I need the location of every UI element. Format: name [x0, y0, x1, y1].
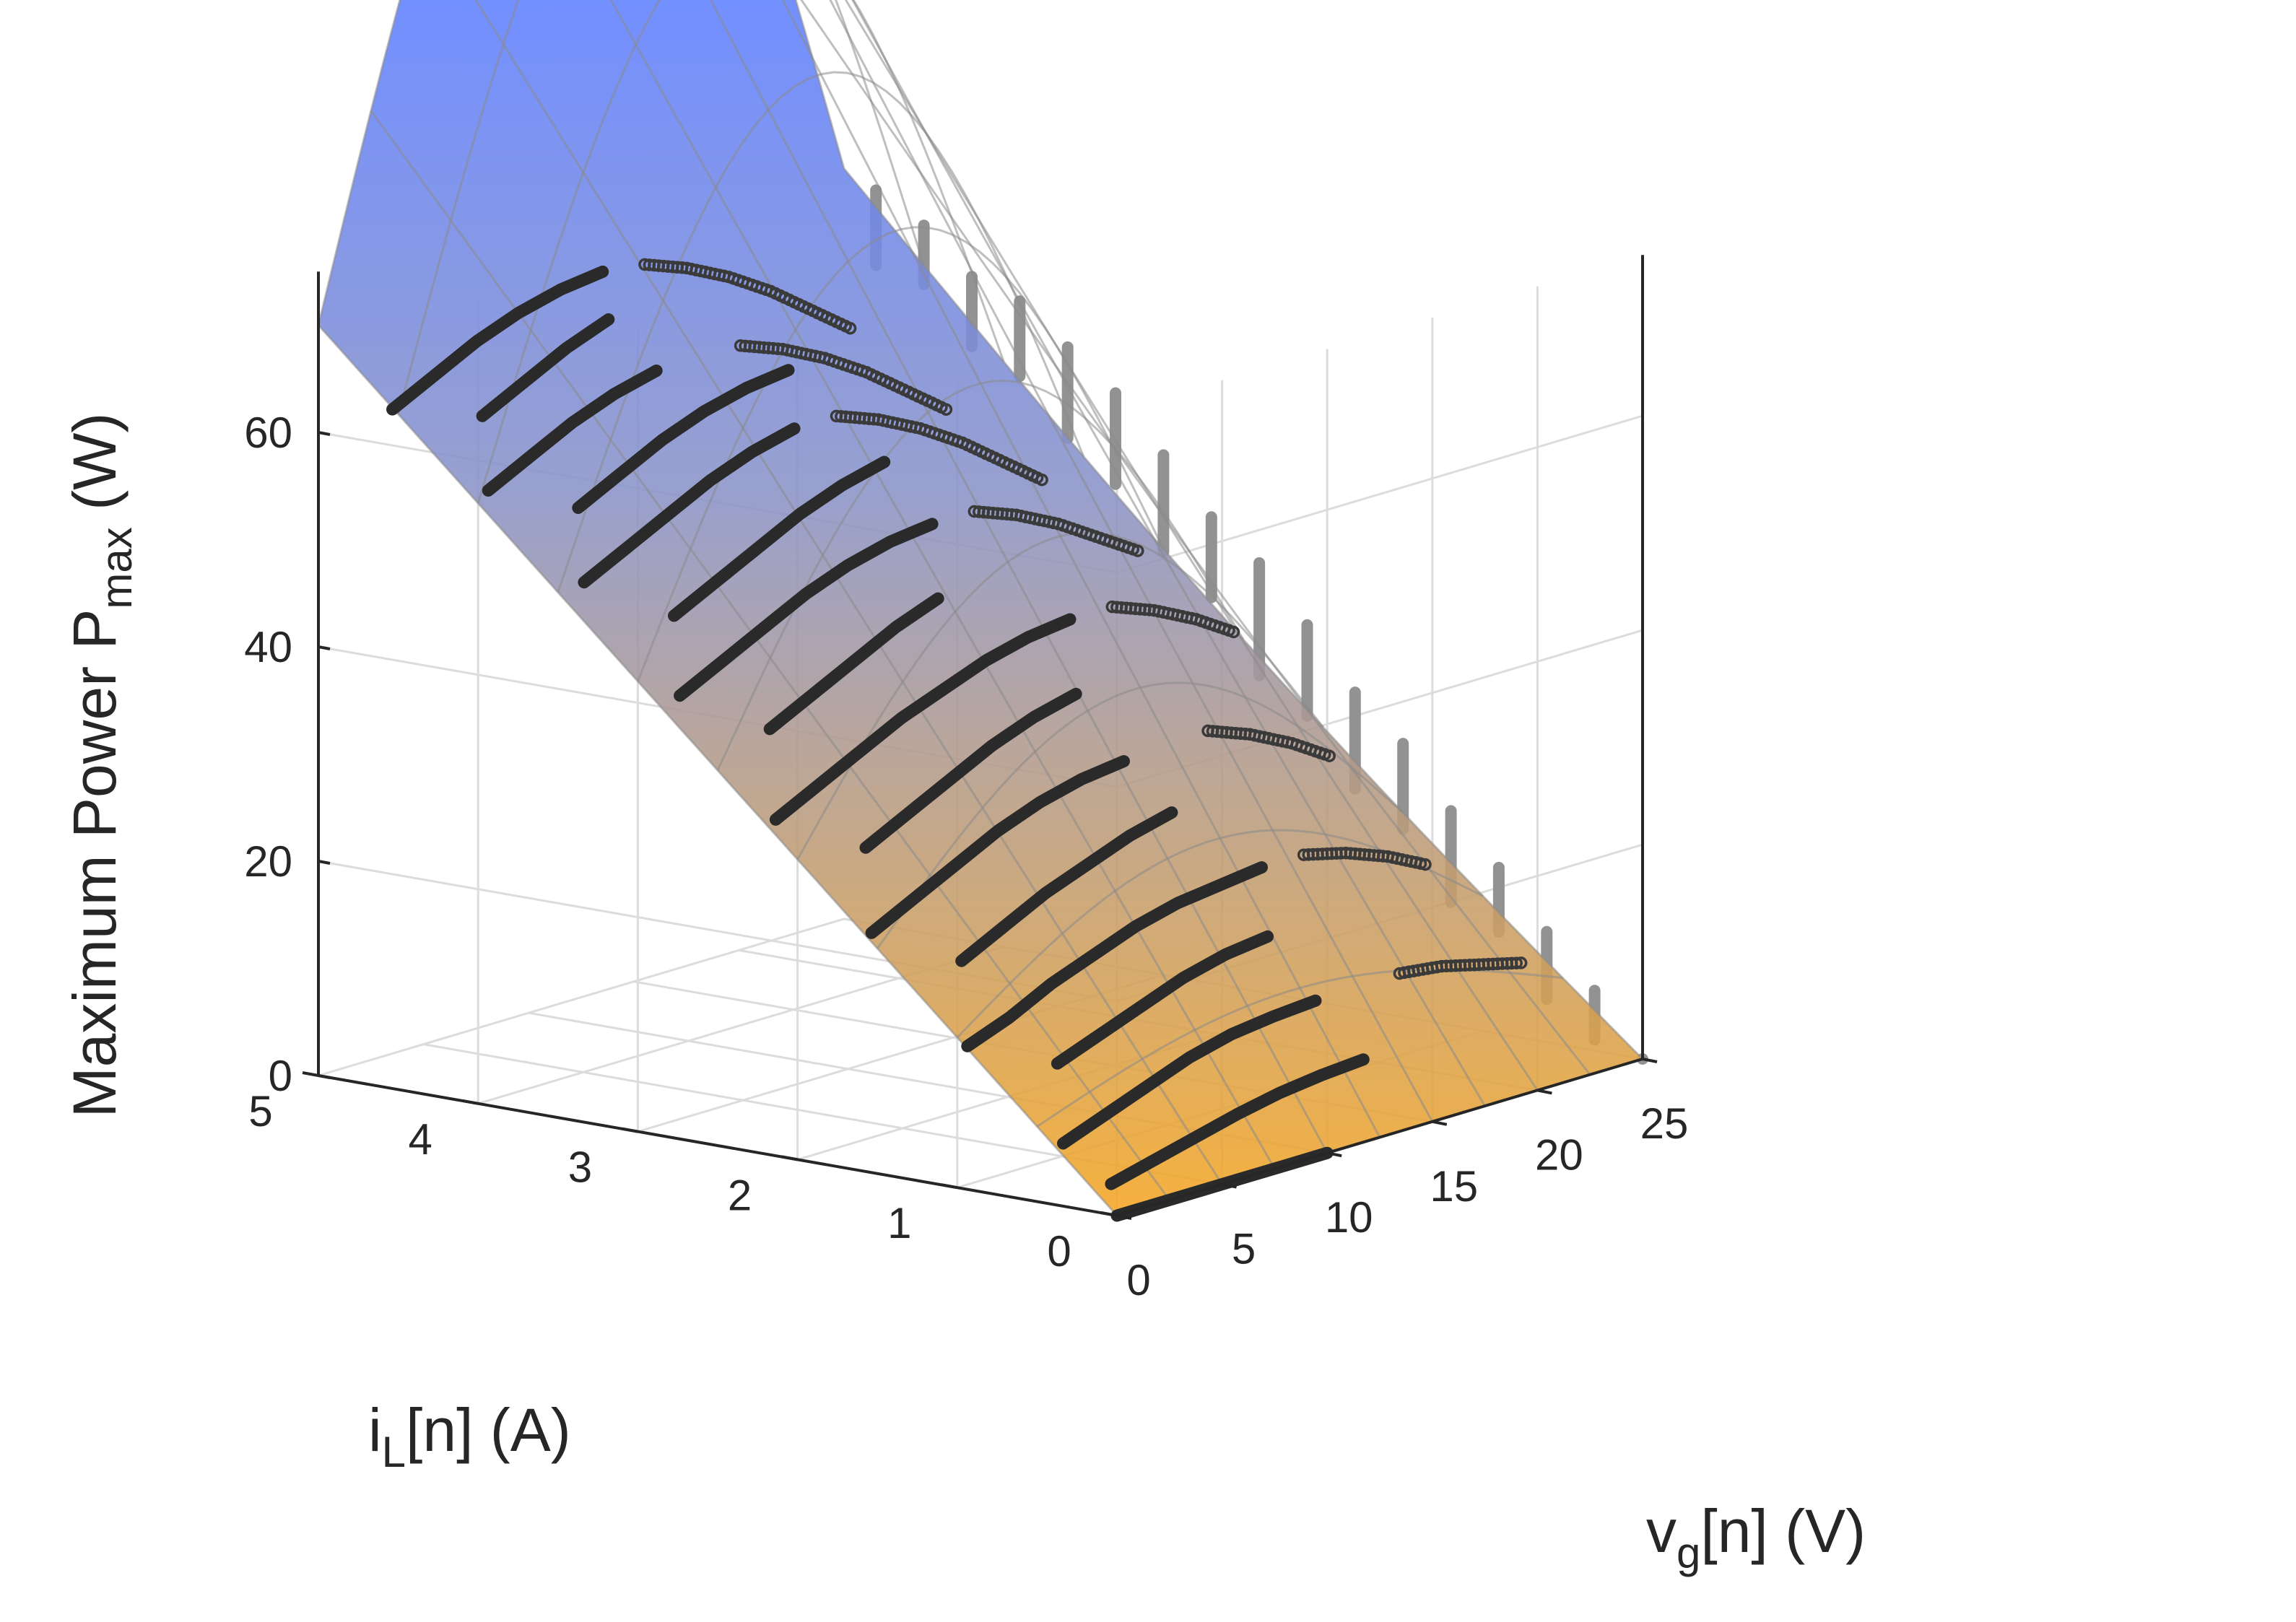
marker-point [843, 322, 857, 335]
z-tick-label: 0 [269, 1052, 292, 1100]
x-tick-label: 10 [1325, 1193, 1373, 1242]
marker-track [1393, 956, 1528, 980]
surface-mesh-line [800, 0, 1591, 1076]
marker-track [1201, 724, 1336, 762]
z-tick-mark [318, 431, 331, 436]
z-tick-label: 20 [244, 837, 292, 886]
y-axis-label: iL[n] (A) [368, 1396, 571, 1476]
z-tick-mark [318, 1074, 331, 1079]
trajectory-line [1057, 994, 1322, 1150]
trajectory-line [865, 755, 1130, 939]
y-tick-label: 1 [887, 1199, 911, 1247]
y-tick-label: 4 [409, 1115, 432, 1164]
marker-tracks [638, 258, 1528, 980]
surface-mesh-line [844, 0, 1539, 1091]
y-tick-mark [941, 1183, 958, 1190]
y-tick-label: 5 [248, 1087, 272, 1135]
y-tick-mark [622, 1127, 638, 1133]
surface-mesh-line [477, 0, 1005, 504]
x-tick-label: 5 [1232, 1225, 1256, 1273]
grid-line-y-floor [318, 917, 845, 1077]
marker-track [638, 258, 857, 335]
y-tick-mark [302, 1071, 319, 1077]
surface-mesh-line [317, 324, 1118, 1217]
z-tick-mark [318, 645, 331, 650]
surface-mesh-line [851, 0, 1486, 1107]
x-tick-mark [1642, 1058, 1658, 1063]
trajectory-line [476, 313, 615, 422]
marker-point [939, 403, 953, 416]
z-tick-mark [318, 860, 331, 865]
marker-point [1227, 625, 1240, 639]
y-tick-mark [461, 1099, 479, 1105]
surface-mesh-line [843, 167, 1644, 1060]
marker-point [1131, 544, 1144, 557]
x-tick-mark [1326, 1151, 1342, 1158]
surface-mesh-line [370, 110, 1171, 1201]
trajectory-line [955, 806, 1178, 967]
x-tick-label: 0 [1126, 1256, 1150, 1304]
marker-point [1323, 749, 1336, 762]
trajectory-line [1105, 1053, 1370, 1190]
marker-track [734, 339, 953, 416]
trajectory-line [859, 687, 1082, 854]
trajectory-line [578, 422, 801, 589]
surface-fill [318, 0, 1643, 1216]
marker-point [1035, 473, 1048, 487]
x-tick-label: 15 [1430, 1162, 1478, 1211]
y-tick-label: 3 [568, 1143, 592, 1192]
marker-point [1419, 858, 1432, 871]
x-tick-mark [1432, 1120, 1448, 1126]
trajectory-line [763, 592, 944, 736]
x-tick-label: 25 [1640, 1099, 1689, 1148]
x-tick-mark [1537, 1089, 1552, 1095]
axis-lines [317, 255, 1644, 1217]
trajectory-lines [386, 265, 1370, 1222]
marker-track [967, 505, 1144, 557]
trajectory-line [769, 613, 1077, 826]
surface-mesh-line [397, 0, 926, 415]
y-tick-label: 0 [1047, 1227, 1071, 1276]
trajectory-line [961, 861, 1268, 1052]
y-axis-line [318, 1074, 1118, 1217]
z-tick-label: 40 [244, 623, 292, 671]
x-tick-label: 20 [1535, 1130, 1583, 1179]
marker-track [1297, 846, 1432, 871]
z-axis-label: Maximum Power Pmax (W) [61, 413, 141, 1118]
marker-track [830, 409, 1048, 487]
trajectory-line [1051, 930, 1274, 1070]
surface-mesh-line [474, 0, 1223, 1185]
trajectory-line [572, 364, 795, 514]
x-tick-mark [1116, 1214, 1132, 1220]
x-tick-mark [1222, 1182, 1237, 1189]
surface-mesh-line [709, 0, 1329, 1154]
marker-point [1510, 956, 1523, 969]
trajectory-line [668, 455, 891, 622]
marker-track [1105, 600, 1240, 639]
surface-mesh-line [829, 0, 1434, 1122]
x-axis-line [1116, 1058, 1643, 1217]
trajectory-line [386, 265, 609, 416]
surface-mesh-line [781, 0, 1381, 1138]
x-axis-label: vg[n] (V) [1646, 1497, 1866, 1577]
trajectory-line [674, 518, 939, 702]
y-tick-mark [1100, 1211, 1118, 1217]
trajectory-line [482, 365, 663, 497]
y-tick-mark [781, 1155, 798, 1161]
marker-point [1514, 956, 1528, 969]
y-tick-label: 2 [728, 1171, 752, 1219]
z-tick-label: 60 [244, 409, 292, 457]
